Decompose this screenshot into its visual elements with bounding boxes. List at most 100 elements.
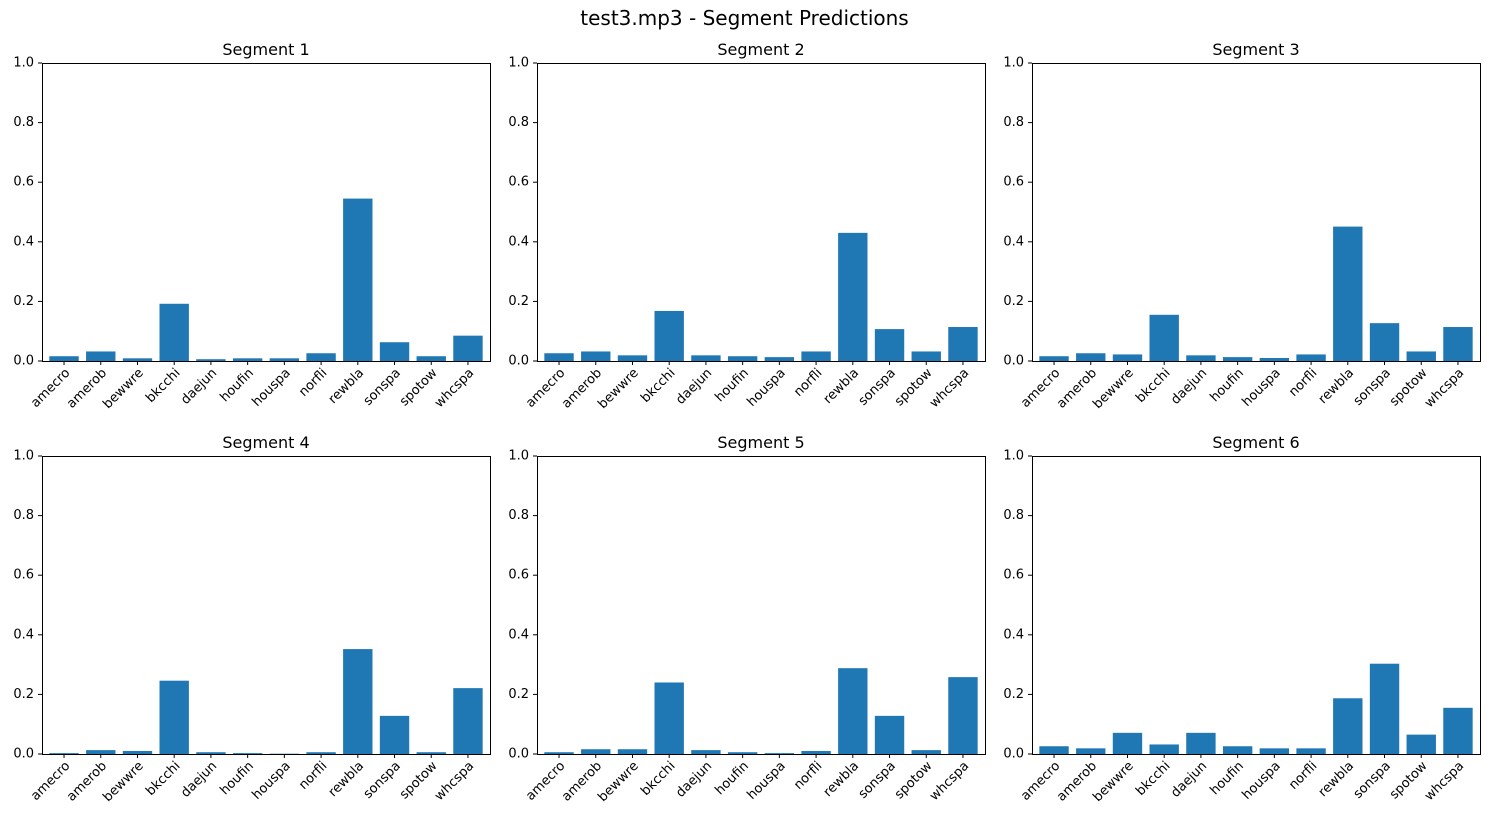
y-tick-label: 0.6 (1003, 568, 1024, 583)
y-tick-label: 1.0 (13, 449, 34, 464)
bar-bkcchi (1149, 744, 1179, 754)
x-tick-label: rewbla (326, 366, 367, 407)
bar-amerob (581, 351, 611, 361)
subplot-title: Segment 1 (222, 40, 309, 59)
x-tick-label: bkcchi (1133, 366, 1173, 406)
x-tick-label: bkcchi (1133, 759, 1173, 799)
y-tick-label: 0.4 (13, 627, 34, 642)
y-tick-label: 1.0 (508, 56, 529, 71)
bar-houfin (1222, 746, 1253, 754)
x-tick-label: daejun (178, 759, 220, 801)
x-tick-label: bkcchi (143, 366, 183, 406)
bar-amecro (1039, 746, 1069, 754)
x-tick-label: houspa (745, 759, 789, 803)
x-tick-label: bewwre (100, 759, 146, 805)
bar-spotow (911, 351, 941, 361)
bar-amerob (581, 749, 611, 754)
x-tick-label: daejun (1168, 759, 1210, 801)
x-tick-label: bewwre (595, 366, 641, 412)
bar-whcspa (1443, 327, 1473, 361)
bar-houfin (727, 356, 758, 361)
subplots: Segment 1amecroamerobbewwrebkcchidaejunh… (13, 40, 1481, 805)
x-tick-label: rewbla (1316, 759, 1357, 800)
y-tick-label: 1.0 (1003, 56, 1024, 71)
axes-frame (42, 63, 491, 362)
bar-rewbla (1333, 226, 1363, 361)
bar-norfli (801, 351, 831, 361)
bar-rewbla (343, 649, 373, 754)
x-tick-label: houspa (250, 366, 294, 410)
x-tick-label: daejun (673, 759, 715, 801)
y-tick-label: 0.2 (1003, 687, 1024, 702)
y-tick-label: 1.0 (1003, 449, 1024, 464)
x-tick-label: whcspa (432, 759, 477, 804)
x-tick-label: rewbla (821, 759, 862, 800)
bar-houspa (1259, 748, 1290, 754)
x-tick-label: bewwre (595, 759, 641, 805)
y-tick-label: 0.4 (1003, 627, 1024, 642)
y-tick-label: 0.2 (508, 294, 529, 309)
x-tick-label: norfli (296, 759, 330, 793)
x-tick-label: bkcchi (638, 759, 678, 799)
bar-houspa (764, 753, 795, 754)
y-tick-label: 0.0 (508, 747, 529, 762)
subplot-title: Segment 5 (717, 433, 804, 452)
y-tick-label: 0.2 (508, 687, 529, 702)
y-tick-label: 1.0 (13, 56, 34, 71)
bar-houfin (1222, 357, 1253, 361)
subplot-3: Segment 3amecroamerobbewwrebkcchidaejunh… (1003, 40, 1481, 412)
bar-bkcchi (1149, 314, 1179, 361)
y-tick-label: 0.6 (508, 175, 529, 190)
bar-rewbla (838, 668, 868, 754)
bar-bkcchi (654, 310, 684, 361)
bar-amerob (86, 750, 116, 754)
y-tick-label: 0.8 (1003, 115, 1024, 130)
bar-daejun (691, 355, 721, 361)
bar-houfin (727, 752, 758, 754)
bar-daejun (196, 359, 226, 361)
bar-spotow (1406, 351, 1436, 361)
axes-frame (42, 456, 491, 755)
x-tick-label: whcspa (1422, 366, 1467, 411)
bar-bkcchi (159, 303, 189, 361)
x-tick-label: norfli (791, 759, 825, 793)
y-tick-label: 0.0 (508, 354, 529, 369)
bar-bewwre (1112, 732, 1143, 754)
bar-whcspa (1443, 707, 1473, 754)
bar-houfin (232, 753, 263, 754)
bar-amecro (544, 752, 574, 754)
bar-whcspa (453, 335, 483, 361)
bar-sonspa (379, 342, 410, 361)
subplot-title: Segment 4 (222, 433, 309, 452)
bar-sonspa (379, 715, 410, 754)
bar-bewwre (1112, 354, 1143, 361)
bar-norfli (306, 752, 336, 754)
y-tick-label: 0.6 (13, 175, 34, 190)
bar-norfli (801, 751, 831, 754)
x-tick-label: houspa (250, 759, 294, 803)
bar-norfli (306, 353, 336, 361)
bar-daejun (691, 750, 721, 754)
bar-spotow (1406, 734, 1436, 754)
subplot-5: Segment 5amecroamerobbewwrebkcchidaejunh… (508, 433, 986, 805)
bar-daejun (1186, 732, 1216, 754)
bar-norfli (1296, 354, 1326, 361)
x-tick-label: rewbla (1316, 366, 1357, 407)
x-tick-label: daejun (673, 366, 715, 408)
bar-amecro (49, 356, 79, 361)
x-tick-label: sonspa (856, 759, 899, 802)
y-tick-label: 0.0 (1003, 354, 1024, 369)
y-tick-label: 0.4 (508, 627, 529, 642)
bar-bewwre (617, 749, 648, 754)
y-tick-label: 0.8 (1003, 508, 1024, 523)
bar-sonspa (874, 715, 905, 754)
y-tick-label: 0.2 (1003, 294, 1024, 309)
bar-amecro (544, 353, 574, 361)
y-tick-label: 0.4 (508, 234, 529, 249)
x-tick-label: houspa (1240, 759, 1284, 803)
x-tick-label: norfli (1286, 759, 1320, 793)
x-tick-label: bkcchi (143, 759, 183, 799)
x-tick-label: norfli (791, 366, 825, 400)
y-tick-label: 0.0 (13, 354, 34, 369)
bar-amerob (1076, 748, 1106, 754)
